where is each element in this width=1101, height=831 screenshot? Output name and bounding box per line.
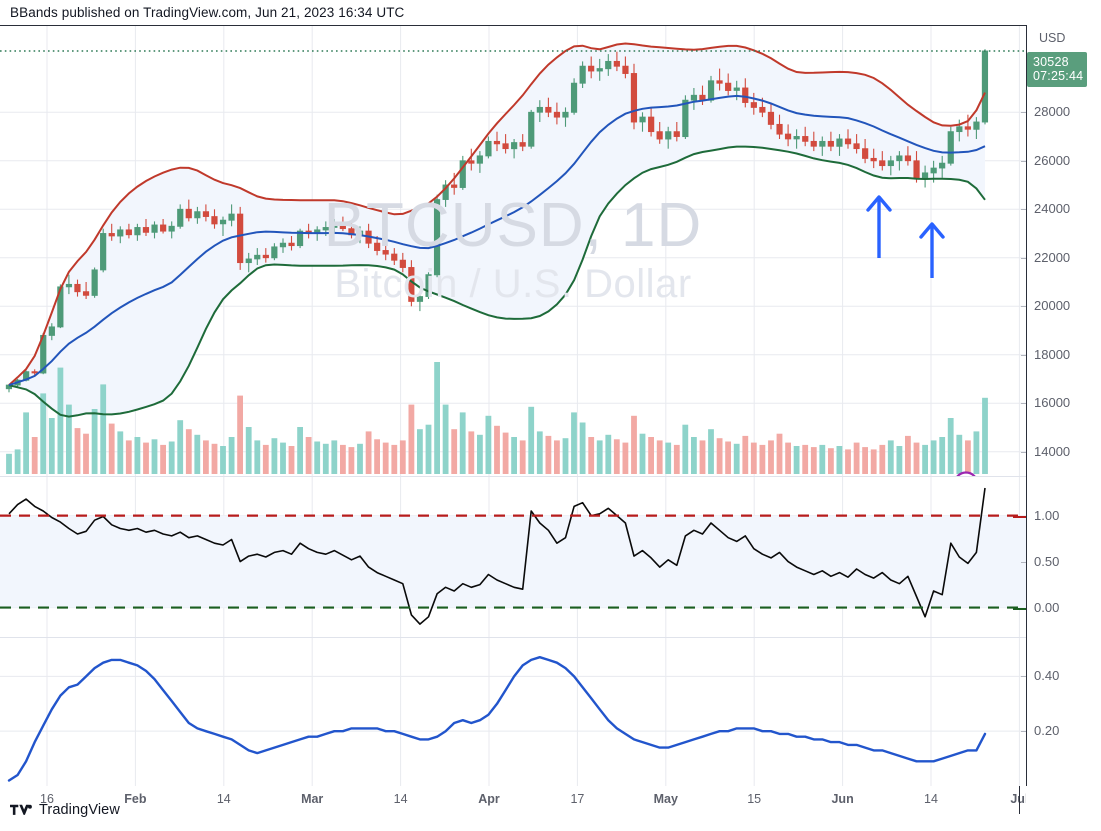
- chart-header: BBands published on TradingView.com, Jun…: [0, 0, 1101, 25]
- bandwidth-pane[interactable]: [0, 638, 1026, 786]
- time-axis-tick: May: [653, 792, 678, 806]
- time-axis[interactable]: 16Feb14Mar14Apr17May15Jun14Jul: [0, 786, 1028, 814]
- percent-b-axis-tickmark: [1021, 561, 1026, 563]
- time-axis-tick: Apr: [478, 792, 500, 806]
- bandwidth-svg: [0, 638, 1026, 786]
- price-axis-tickmark: [1021, 160, 1026, 162]
- price-axis-tickmark: [1021, 354, 1026, 356]
- percent-b-pane[interactable]: [0, 477, 1026, 637]
- price-axis[interactable]: USD 30528 07:25:44 28000 26000 24000 22000 2…: [1013, 25, 1101, 831]
- current-price-value: 30528: [1033, 55, 1069, 69]
- price-axis-tick: 28000: [1034, 104, 1071, 120]
- price-axis-tickmark: [1021, 403, 1026, 405]
- time-axis-tick: 15: [747, 792, 762, 806]
- up-arrow-icon: [866, 195, 892, 258]
- pane-divider-2: [0, 637, 1026, 638]
- price-axis-tickmark: [1021, 112, 1026, 114]
- percent-b-axis-tickmark: [1013, 515, 1026, 518]
- price-pane[interactable]: BTCUSD, 1D Bitcoin / U.S. Dollar: [0, 25, 1026, 476]
- price-axis-line: [1026, 25, 1027, 786]
- time-axis-tick: Mar: [301, 792, 324, 806]
- percent-b-axis-tickmark: [1013, 607, 1026, 610]
- price-axis-tick: 26000: [1034, 152, 1071, 168]
- time-axis-tick: 14: [924, 792, 938, 806]
- price-axis-tick: 16000: [1034, 395, 1071, 411]
- price-chart-svg: [0, 25, 1026, 476]
- time-axis-separator: [0, 25, 1101, 26]
- time-axis-cursor: [1019, 786, 1021, 814]
- price-axis-tick: 22000: [1034, 249, 1071, 265]
- price-axis-tickmark: [1021, 209, 1026, 211]
- price-axis-tick: 24000: [1034, 201, 1071, 217]
- time-axis-tick: 14: [216, 792, 231, 806]
- time-axis-tick: Feb: [124, 792, 147, 806]
- chart-frame: BTCUSD, 1D Bitcoin / U.S. Dollar 16 Feb 14…: [0, 25, 1101, 831]
- pane-divider-1: [0, 476, 1026, 477]
- time-axis-tick: Jun: [831, 792, 854, 806]
- price-axis-unit: USD: [1039, 31, 1066, 45]
- price-axis-tick: 20000: [1034, 298, 1071, 314]
- price-axis-tickmark: [1021, 451, 1026, 453]
- percent-b-axis-tick: 0.00: [1034, 599, 1060, 615]
- price-axis-tick: 18000: [1034, 346, 1071, 362]
- price-axis-tickmark: [1021, 257, 1026, 259]
- percent-b-axis-tick: 1.00: [1034, 507, 1060, 523]
- price-axis-tick: 14000: [1034, 443, 1071, 459]
- bandwidth-axis-tickmark: [1021, 731, 1026, 733]
- price-axis-tickmark: [1021, 306, 1026, 308]
- footer-branding: TradingView: [10, 802, 120, 818]
- bandwidth-axis-tickmark: [1021, 676, 1026, 678]
- countdown-timer: 07:25:44: [1033, 69, 1084, 83]
- up-arrow-icon: [919, 222, 945, 278]
- lightning-bolt-icon[interactable]: [955, 471, 978, 477]
- bandwidth-axis-tick: 0.40: [1034, 668, 1060, 684]
- tradingview-brand-name: TradingView: [39, 802, 120, 818]
- current-price-badge: 30528 07:25:44: [1027, 52, 1087, 87]
- percent-b-svg: [0, 477, 1026, 637]
- tradingview-logo-icon: [10, 804, 32, 815]
- time-axis-tick: 17: [570, 792, 585, 806]
- publish-info-text: BBands published on TradingView.com, Jun…: [10, 5, 405, 20]
- time-axis-tick: 16: [40, 792, 54, 806]
- percent-b-axis-tick: 0.50: [1034, 553, 1060, 569]
- bandwidth-axis-tick: 0.20: [1034, 723, 1060, 739]
- time-axis-tick: 14: [393, 792, 408, 806]
